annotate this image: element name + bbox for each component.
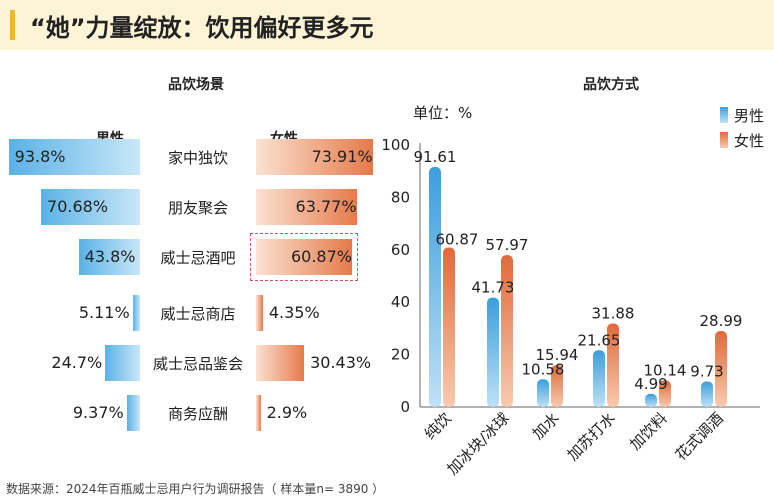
female-bar bbox=[443, 247, 455, 407]
male-value-label: 91.61 bbox=[414, 148, 457, 166]
female-bar bbox=[256, 345, 305, 381]
male-bar bbox=[537, 379, 549, 407]
male-bar bbox=[701, 381, 713, 407]
legend-label-male: 男性 bbox=[734, 107, 764, 125]
female-value-label: 60.87 bbox=[436, 231, 479, 249]
unit-label: 单位：% bbox=[413, 104, 472, 122]
female-value-label: 2.9% bbox=[266, 403, 308, 422]
male-bar bbox=[132, 295, 140, 331]
female-value-label: 73.91% bbox=[311, 147, 373, 166]
method-category-label: 加苏打水 bbox=[564, 409, 619, 464]
scenario-chart-title: 品饮场景 bbox=[168, 77, 224, 93]
female-value-label: 10.14 bbox=[644, 361, 687, 379]
male-bar bbox=[78, 239, 140, 275]
title-bar: “她”力量绽放：饮用偏好更多元 bbox=[0, 0, 774, 50]
male-value-label: 9.37% bbox=[72, 403, 124, 422]
legend-label-female: 女性 bbox=[734, 132, 764, 150]
legend-swatch-male bbox=[720, 107, 728, 123]
female-bar bbox=[607, 323, 619, 407]
scenario-category-label: 威士忌酒吧 bbox=[160, 249, 236, 267]
male-value-label: 41.73 bbox=[472, 279, 515, 297]
female-value-label: 28.99 bbox=[700, 312, 743, 330]
male-bar bbox=[429, 166, 441, 407]
female-value-label: 63.77% bbox=[295, 197, 357, 216]
female-bar bbox=[551, 365, 563, 407]
female-bar bbox=[715, 331, 727, 407]
female-bar bbox=[256, 189, 357, 225]
male-value-label: 43.8% bbox=[84, 247, 136, 266]
female-bar bbox=[256, 139, 373, 175]
y-tick-label: 100 bbox=[381, 136, 410, 154]
method-category-label: 加饮料 bbox=[626, 409, 671, 454]
female-bar bbox=[256, 295, 263, 331]
scenario-category-label: 朋友聚会 bbox=[167, 199, 228, 217]
y-tick-label: 20 bbox=[391, 346, 410, 364]
method-category-label: 加水 bbox=[529, 409, 563, 443]
male-value-label: 24.7% bbox=[51, 353, 103, 372]
scenario-category-label: 商务应酬 bbox=[167, 405, 228, 423]
highlight-box bbox=[250, 233, 359, 281]
male-bar bbox=[645, 393, 657, 407]
female-bar bbox=[256, 395, 261, 431]
y-tick-label: 0 bbox=[400, 398, 410, 416]
female-value-label: 57.97 bbox=[486, 236, 529, 254]
page-title: “她”力量绽放：饮用偏好更多元 bbox=[30, 14, 374, 42]
title-accent-bar bbox=[10, 10, 15, 40]
scenario-category-label: 威士忌商店 bbox=[160, 305, 236, 323]
y-tick-label: 40 bbox=[391, 293, 410, 311]
legend-swatch-female bbox=[720, 132, 728, 148]
method-category-label: 花式调酒 bbox=[672, 409, 727, 464]
male-value-label: 10.58 bbox=[522, 360, 565, 378]
scenario-category-label: 家中独饮 bbox=[167, 149, 228, 167]
female-bar bbox=[256, 239, 353, 275]
male-bar bbox=[105, 345, 140, 381]
female-value-label: 60.87% bbox=[290, 247, 352, 266]
male-value-label: 4.99 bbox=[634, 375, 667, 393]
male-bar bbox=[126, 395, 140, 431]
method-category-label: 纯饮 bbox=[421, 409, 455, 443]
male-value-label: 93.8% bbox=[14, 147, 66, 166]
y-tick-label: 80 bbox=[391, 188, 410, 206]
male-value-label: 9.73 bbox=[690, 363, 723, 381]
male-value-label: 21.65 bbox=[578, 331, 621, 349]
method-chart-title: 品饮方式 bbox=[583, 77, 639, 93]
male-bar bbox=[593, 350, 605, 407]
female-value-label: 30.43% bbox=[310, 353, 372, 372]
female-value-label: 15.94 bbox=[536, 346, 579, 364]
data-source-note: 数据来源：2024年百瓶威士忌用户行为调研报告（ 样本量n= 3890 ） bbox=[6, 482, 385, 496]
female-value-label: 31.88 bbox=[592, 304, 635, 322]
female-bar bbox=[659, 380, 671, 407]
male-bar bbox=[487, 297, 499, 407]
male-value-label: 70.68% bbox=[47, 197, 109, 216]
male-bar bbox=[8, 139, 140, 175]
y-tick-label: 60 bbox=[391, 241, 410, 259]
method-category-label: 加冰块/冰球 bbox=[443, 409, 512, 478]
male-value-label: 5.11% bbox=[78, 303, 130, 322]
scenario-category-label: 威士忌品鉴会 bbox=[152, 355, 243, 373]
female-value-label: 4.35% bbox=[268, 303, 320, 322]
male-bar bbox=[41, 189, 140, 225]
female-bar bbox=[501, 255, 513, 407]
